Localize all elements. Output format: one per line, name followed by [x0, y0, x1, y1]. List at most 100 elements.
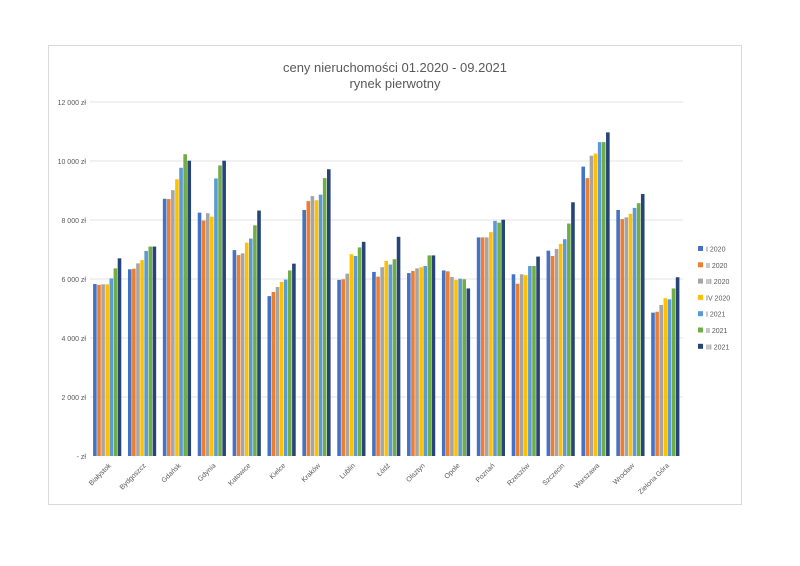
bar: [201, 220, 206, 456]
bar: [306, 201, 311, 456]
bar: [663, 298, 668, 456]
bar: [519, 274, 524, 456]
bar: [152, 246, 157, 456]
bar: [632, 207, 637, 456]
bar: [279, 281, 284, 456]
bar: [117, 258, 122, 456]
bar: [624, 217, 629, 456]
bar: [655, 311, 659, 456]
bar: [361, 241, 366, 456]
bar: [407, 273, 411, 456]
bar: [144, 250, 148, 456]
bar: [675, 277, 680, 456]
bar: [322, 178, 327, 457]
x-tick-label: Szczecin: [542, 462, 567, 487]
bar: [345, 273, 350, 456]
bar: [257, 210, 261, 456]
bar: [353, 255, 358, 456]
legend-label: III 2020: [706, 279, 729, 286]
bar: [546, 250, 551, 456]
bar: [501, 219, 505, 456]
bar: [214, 178, 218, 456]
bar: [450, 276, 454, 456]
bar: [550, 255, 555, 456]
bar: [244, 242, 249, 456]
bar: [240, 253, 245, 456]
bar: [593, 153, 598, 456]
bar: [532, 266, 536, 456]
chart-frame: [48, 45, 742, 505]
bar: [288, 270, 292, 456]
legend-label: II 2021: [706, 328, 728, 335]
y-tick-label: 10 000 zł: [58, 159, 87, 166]
bar: [253, 225, 257, 456]
bar: [640, 194, 645, 457]
bar: [415, 268, 419, 456]
bar: [148, 246, 153, 456]
x-tick-label: Katowice: [227, 462, 252, 487]
bar: [462, 279, 467, 456]
bar: [554, 248, 559, 456]
bar: [536, 256, 540, 456]
bar: [431, 255, 436, 456]
legend-label: II 2020: [706, 263, 728, 270]
bar: [197, 212, 202, 456]
bar: [388, 264, 393, 456]
y-tick-label: - zł: [77, 454, 87, 461]
bar: [606, 132, 610, 456]
bar: [497, 222, 501, 456]
bar: [187, 160, 192, 456]
bar: [616, 209, 620, 456]
bar: [222, 160, 226, 456]
x-tick-label: Kraków: [301, 462, 323, 484]
bar: [427, 255, 432, 456]
bar: [109, 278, 114, 456]
bar: [411, 271, 415, 456]
bar: [183, 154, 187, 456]
bar: [337, 279, 341, 456]
bar: [558, 243, 563, 456]
bar: [376, 276, 380, 456]
bar: [620, 219, 625, 456]
x-tick-label: Wrocław: [612, 462, 637, 487]
bar: [671, 288, 676, 456]
y-tick-label: 12 000 zł: [58, 100, 87, 107]
bar: [232, 250, 237, 456]
y-tick-label: 2 000 zł: [61, 395, 86, 402]
bar: [601, 142, 606, 456]
bar: [249, 238, 253, 456]
bar: [515, 283, 520, 456]
y-tick-label: 4 000 zł: [61, 336, 86, 343]
bar: [267, 296, 272, 456]
bar: [171, 190, 175, 456]
bar: [341, 279, 345, 456]
x-tick-label: Gdynia: [197, 462, 218, 483]
bar: [166, 199, 171, 456]
x-tick-label: Zielona Góra: [637, 462, 671, 496]
chart-title: ceny nieruchomości 01.2020 - 09.2021: [283, 60, 507, 75]
legend-swatch: [698, 246, 703, 251]
bar: [636, 203, 641, 456]
bar: [585, 178, 590, 457]
bar: [571, 202, 575, 456]
bar: [205, 213, 210, 456]
bar: [372, 271, 376, 456]
bar: [236, 255, 241, 456]
x-tick-label: Poznań: [475, 462, 497, 484]
bar: [302, 209, 306, 456]
legend-swatch: [698, 294, 703, 300]
bar: [105, 284, 109, 456]
bar: [528, 266, 532, 456]
bar: [493, 220, 497, 456]
bar: [175, 179, 179, 457]
bar: [458, 278, 462, 456]
bar: [454, 279, 458, 456]
bar: [162, 198, 167, 456]
bar: [423, 266, 428, 456]
legend-swatch: [698, 262, 703, 268]
bar: [589, 155, 594, 456]
x-tick-label: Bydgoszcz: [119, 462, 148, 491]
legend-swatch: [698, 327, 703, 333]
x-tick-label: Olsztyn: [405, 462, 427, 484]
bar: [218, 165, 222, 457]
